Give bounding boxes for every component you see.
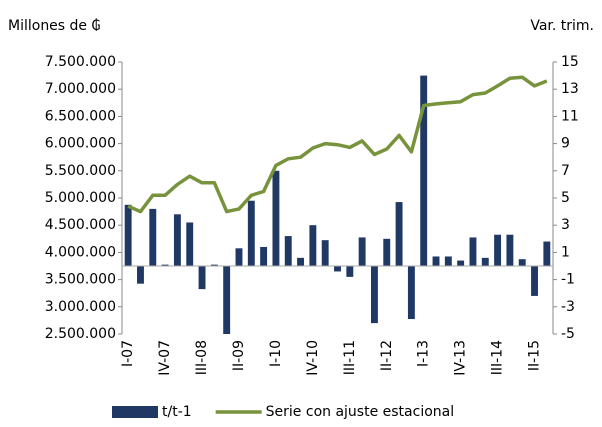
bar	[334, 266, 341, 272]
x-tick-label: IV-10	[305, 340, 321, 376]
y2-tick-label: 15	[561, 54, 579, 70]
x-tick-label: I-10	[268, 340, 284, 367]
bar	[161, 264, 169, 266]
bar	[358, 237, 366, 266]
bar	[321, 240, 329, 266]
bar	[235, 248, 243, 266]
bar	[309, 225, 317, 266]
bar	[137, 266, 144, 284]
bar	[420, 75, 428, 266]
bar	[518, 259, 526, 266]
y2-tick-label: -5	[561, 326, 575, 342]
y2-tick-label: 5	[561, 190, 570, 206]
y-tick-label: 4.000.000	[45, 244, 116, 260]
y-tick-label: 3.000.000	[45, 299, 116, 315]
legend-swatch	[112, 406, 158, 418]
bar	[407, 266, 415, 320]
x-tick-label: III-14	[490, 340, 506, 375]
bar	[173, 214, 181, 266]
bar	[223, 266, 231, 334]
bar	[457, 260, 465, 266]
bar	[395, 202, 403, 266]
y-axis-label: Millones de ₲	[8, 18, 100, 34]
bar	[432, 256, 440, 266]
x-tick-label: III-11	[342, 340, 358, 375]
x-tick-label: I-07	[120, 340, 136, 367]
x-tick-label: III-08	[194, 340, 210, 375]
y-tick-label: 7.500.000	[45, 54, 116, 70]
y2-tick-label: 1	[561, 244, 570, 260]
line	[127, 75, 548, 214]
y-tick-label: 2.500.000	[45, 326, 116, 342]
y2-tick-label: 3	[561, 217, 570, 233]
bar	[124, 204, 132, 266]
y-tick-label: 4.500.000	[45, 217, 116, 233]
y-tick-label: 5.000.000	[45, 190, 116, 206]
bar	[346, 266, 354, 277]
y2-tick-label: 13	[561, 81, 579, 97]
y-tick-label: 3.500.000	[45, 272, 116, 288]
bar	[506, 234, 514, 266]
y2-tick-label: 7	[561, 163, 570, 179]
bar	[210, 264, 218, 266]
bar	[370, 266, 378, 324]
y2-tick-label: 11	[561, 108, 579, 124]
y2-axis-label: Var. trim.	[530, 18, 594, 34]
bar	[383, 238, 391, 266]
bar	[186, 222, 194, 266]
legend-label: Serie con ajuste estacional	[266, 404, 454, 420]
y-tick-label: 7.000.000	[45, 81, 116, 97]
x-tick-label: II-09	[231, 340, 247, 371]
bar	[272, 170, 280, 266]
bar	[494, 234, 502, 266]
x-tick-label: II-15	[527, 340, 543, 371]
bar	[284, 236, 292, 266]
x-tick-label: II-12	[379, 340, 395, 371]
y2-tick-label: -3	[561, 299, 575, 315]
x-tick-label: I-13	[416, 340, 432, 367]
bar	[444, 256, 452, 266]
x-tick-label: IV-07	[157, 340, 173, 376]
bar	[469, 237, 477, 266]
bar	[297, 257, 305, 266]
bar	[260, 246, 268, 266]
bar	[543, 241, 551, 266]
y2-tick-label: -1	[561, 272, 575, 288]
legend-label: t/t-1	[162, 404, 192, 420]
bar	[198, 266, 206, 290]
bar	[531, 266, 538, 296]
y-tick-label: 6.500.000	[45, 108, 116, 124]
bar	[481, 257, 489, 266]
bar	[247, 200, 255, 266]
y-tick-label: 6.000.000	[45, 136, 116, 152]
y2-tick-label: 9	[561, 136, 570, 152]
y-tick-label: 5.500.000	[45, 163, 116, 179]
bar	[149, 208, 157, 266]
x-tick-label: IV-13	[453, 340, 469, 376]
